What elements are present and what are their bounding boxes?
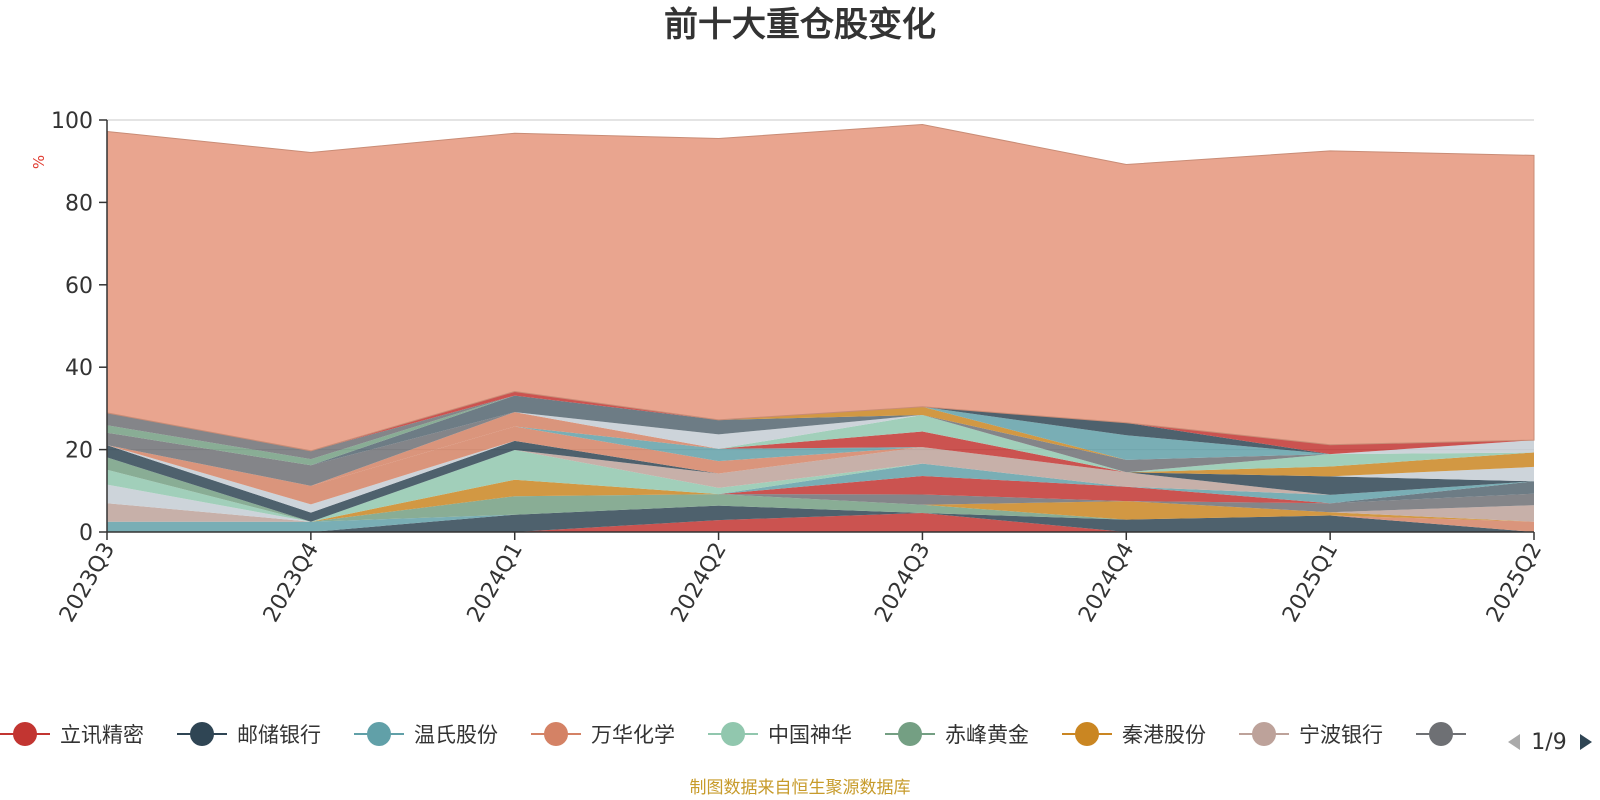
series-area (107, 391, 1534, 455)
series-area (106, 123, 1535, 452)
legend-page-indicator: 1/9 (1531, 730, 1566, 755)
legend-item[interactable]: 立讯精密 (0, 722, 144, 747)
legend-pager: 1/9 (1508, 730, 1592, 755)
series-area (107, 412, 1534, 486)
series-area (107, 513, 1534, 532)
y-tick-label: 0 (79, 521, 93, 546)
legend-prev-page-button[interactable] (1508, 734, 1520, 750)
legend-item[interactable]: 万华化学 (531, 722, 675, 747)
legend-marker-icon (367, 722, 391, 746)
series-area (107, 440, 1534, 522)
x-tick-label: 2024Q4 (1074, 539, 1139, 627)
series-area (107, 426, 1534, 486)
legend-item[interactable]: 秦港股份 (1062, 722, 1206, 747)
legend-marker-icon (544, 722, 568, 746)
data-source-note: 制图数据来自恒生聚源数据库 (690, 778, 911, 798)
legend-item[interactable]: 温氏股份 (354, 722, 498, 747)
legend-marker-icon (190, 722, 214, 746)
chart-title: 前十大重仓股变化 (664, 5, 936, 45)
series-area (107, 395, 1534, 466)
x-tick-label: 2023Q4 (259, 539, 324, 627)
series-area (107, 505, 1534, 532)
series-area (107, 494, 1534, 522)
legend-label: 宁波银行 (1299, 723, 1383, 747)
y-tick-label: 40 (65, 356, 93, 381)
x-tick-label: 2023Q3 (55, 539, 120, 627)
x-tick-label: 2024Q2 (666, 539, 731, 627)
x-tick-label: 2024Q1 (463, 539, 528, 627)
legend-marker-icon (898, 722, 922, 746)
y-axis-tick-labels: 0 20 40 60 80 100 (51, 109, 93, 546)
series-areas (106, 123, 1535, 532)
legend-label: 赤峰黄金 (945, 723, 1029, 747)
legend-item[interactable]: 宁波银行 (1239, 722, 1383, 747)
legend-marker-icon (721, 722, 745, 746)
y-tick-label: 20 (65, 439, 93, 464)
series-area (107, 395, 1534, 460)
legend-marker-icon (1075, 722, 1099, 746)
y-axis-unit: % (30, 155, 48, 169)
legend-label: 温氏股份 (414, 723, 498, 747)
legend-item[interactable]: 赤峰黄金 (885, 722, 1029, 747)
x-tick-label: 2025Q2 (1482, 539, 1547, 627)
series-area (107, 447, 1534, 522)
legend-label: 中国神华 (768, 723, 852, 747)
legend-label: 立讯精密 (60, 723, 144, 747)
y-tick-label: 60 (65, 274, 93, 299)
legend-item-partial[interactable] (1416, 722, 1466, 746)
x-tick-label: 2025Q1 (1278, 539, 1343, 627)
legend-item[interactable]: 中国神华 (708, 722, 852, 747)
series-area (107, 476, 1534, 522)
legend: 立讯精密 邮储银行 温氏股份 万华化学 中国神华 赤峰黄金 秦港股份 宁波银行 (0, 722, 1466, 747)
x-axis-tick-labels: 2023Q3 2023Q4 2024Q1 2024Q2 2024Q3 2024Q4 2025… (55, 539, 1547, 627)
legend-label: 邮储银行 (237, 723, 321, 747)
legend-label: 秦港股份 (1122, 723, 1206, 747)
legend-item[interactable]: 邮储银行 (177, 722, 321, 747)
series-area (107, 505, 1534, 532)
series-area (107, 415, 1534, 486)
series-area (107, 479, 1534, 522)
legend-next-page-button[interactable] (1580, 734, 1592, 750)
legend-marker-icon (1252, 722, 1276, 746)
series-area (107, 479, 1534, 522)
series-area (107, 463, 1534, 522)
x-tick-label: 2024Q3 (870, 539, 935, 627)
legend-marker-icon (1429, 722, 1453, 746)
legend-label: 万华化学 (591, 723, 675, 747)
y-tick-label: 80 (65, 191, 93, 216)
series-area (107, 395, 1534, 460)
legend-marker-icon (13, 722, 37, 746)
axes (99, 119, 1535, 540)
y-tick-label: 100 (51, 109, 93, 134)
series-area (107, 426, 1534, 505)
series-area (107, 440, 1534, 513)
